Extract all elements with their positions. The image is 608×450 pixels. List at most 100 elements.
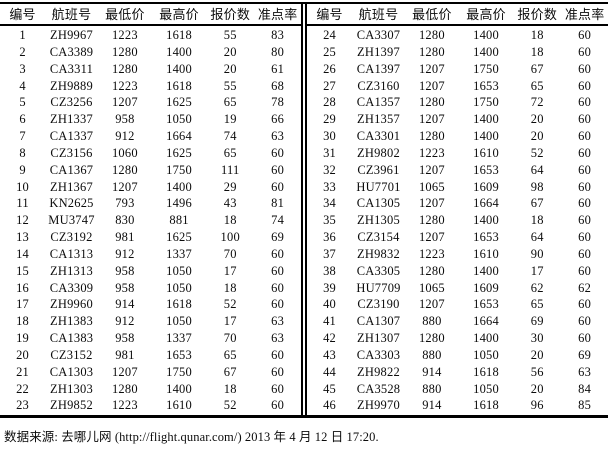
min-price-cell: 1280 xyxy=(418,95,445,110)
flight-number-cell: CA1313 xyxy=(49,246,94,261)
row-number-cell: 19 xyxy=(16,331,30,346)
flight-number-cell: CZ3190 xyxy=(357,297,400,312)
min-price-cell: 1207 xyxy=(418,297,445,312)
max-price-cell: 1610 xyxy=(473,145,499,160)
min-price-cell: 880 xyxy=(422,381,442,396)
data-source-note: 数据来源: 去哪儿网 (http://flight.qunar.com/) 20… xyxy=(4,430,379,444)
row-number-cell: 15 xyxy=(16,263,30,278)
table-row: 27 CZ3160 1207 1653 65 60 xyxy=(307,77,608,94)
flight-number-cell: ZH1383 xyxy=(50,314,93,329)
table-row: 13 CZ3192 981 1625 100 69 xyxy=(0,229,301,246)
flight-number-cell: CA1337 xyxy=(49,129,94,144)
quote-count-cell: 62 xyxy=(530,280,544,295)
flight-number-cell: ZH1367 xyxy=(50,179,93,194)
ontime-rate-cell: 81 xyxy=(271,196,285,211)
table-row: 35 ZH1305 1280 1400 18 60 xyxy=(307,212,608,229)
ontime-rate-cell: 60 xyxy=(271,364,285,379)
max-price-cell: 1653 xyxy=(473,78,499,93)
max-price-cell: 1400 xyxy=(166,61,192,76)
flight-number-cell: ZH9832 xyxy=(357,246,400,261)
row-number-cell: 27 xyxy=(323,78,337,93)
quote-count-cell: 30 xyxy=(530,331,544,346)
row-number-cell: 26 xyxy=(323,61,337,76)
table-header-row: 编号 航班号 最低价 最高价 报价数 准点率 xyxy=(0,4,301,26)
quote-count-cell: 65 xyxy=(223,347,237,362)
min-price-cell: 1280 xyxy=(111,162,138,177)
column-header-flight-number: 航班号 xyxy=(358,6,399,22)
row-number-cell: 7 xyxy=(19,129,26,144)
row-number-cell: 22 xyxy=(16,381,30,396)
max-price-cell: 1664 xyxy=(166,129,192,144)
table-row: 22 ZH1303 1280 1400 18 60 xyxy=(0,380,301,397)
flight-number-cell: CA1305 xyxy=(356,196,401,211)
table-row: 16 CA3309 958 1050 18 60 xyxy=(0,279,301,296)
max-price-cell: 1050 xyxy=(473,381,499,396)
row-number-cell: 44 xyxy=(323,364,337,379)
column-header-max-price: 最高价 xyxy=(159,6,199,22)
column-header-min-price: 最低价 xyxy=(412,6,452,22)
quote-count-cell: 55 xyxy=(223,78,237,93)
row-number-cell: 32 xyxy=(323,162,337,177)
flight-number-cell: ZH9802 xyxy=(357,145,400,160)
row-number-cell: 43 xyxy=(323,347,337,362)
flight-number-cell: CA1303 xyxy=(49,364,94,379)
table-row: 46 ZH9970 914 1618 96 85 xyxy=(307,397,608,414)
max-price-cell: 1050 xyxy=(473,347,499,362)
ontime-rate-cell: 63 xyxy=(271,314,285,329)
column-header-max-price: 最高价 xyxy=(466,6,506,22)
quote-count-cell: 20 xyxy=(530,112,544,127)
table-header-row: 编号 航班号 最低价 最高价 报价数 准点率 xyxy=(307,4,608,26)
flight-number-cell: CA3389 xyxy=(49,44,94,59)
max-price-cell: 1050 xyxy=(166,112,192,127)
row-number-cell: 25 xyxy=(323,44,337,59)
ontime-rate-cell: 60 xyxy=(578,297,592,312)
quote-count-cell: 111 xyxy=(221,162,240,177)
min-price-cell: 793 xyxy=(115,196,135,211)
max-price-cell: 1400 xyxy=(473,129,499,144)
flight-number-cell: ZH1313 xyxy=(50,263,93,278)
table-row: 32 CZ3961 1207 1653 64 60 xyxy=(307,162,608,179)
quote-count-cell: 96 xyxy=(530,398,544,413)
row-number-cell: 39 xyxy=(323,280,337,295)
min-price-cell: 958 xyxy=(115,112,135,127)
min-price-cell: 1207 xyxy=(418,112,445,127)
row-number-cell: 42 xyxy=(323,331,337,346)
flight-number-cell: CA3528 xyxy=(356,381,401,396)
ontime-rate-cell: 60 xyxy=(578,78,592,93)
ontime-rate-cell: 68 xyxy=(271,78,285,93)
ontime-rate-cell: 60 xyxy=(578,314,592,329)
ontime-rate-cell: 60 xyxy=(578,44,592,59)
min-price-cell: 1280 xyxy=(418,213,445,228)
max-price-cell: 1400 xyxy=(166,381,192,396)
row-number-cell: 38 xyxy=(323,263,337,278)
max-price-cell: 1610 xyxy=(166,398,192,413)
max-price-cell: 1750 xyxy=(166,364,192,379)
row-number-cell: 8 xyxy=(19,145,26,160)
ontime-rate-cell: 60 xyxy=(271,145,285,160)
table-row: 41 CA1307 880 1664 69 60 xyxy=(307,313,608,330)
flight-number-cell: ZH1305 xyxy=(357,213,400,228)
ontime-rate-cell: 60 xyxy=(578,95,592,110)
row-number-cell: 2 xyxy=(19,44,26,59)
min-price-cell: 1207 xyxy=(111,364,138,379)
row-number-cell: 20 xyxy=(16,347,30,362)
min-price-cell: 914 xyxy=(422,364,442,379)
flight-number-cell: CA1367 xyxy=(49,162,94,177)
table-row: 6 ZH1337 958 1050 19 66 xyxy=(0,111,301,128)
min-price-cell: 1280 xyxy=(418,129,445,144)
ontime-rate-cell: 60 xyxy=(578,263,592,278)
quote-count-cell: 67 xyxy=(530,61,544,76)
ontime-rate-cell: 60 xyxy=(271,179,285,194)
flight-number-cell: CA1383 xyxy=(49,331,94,346)
column-header-ontime-rate: 准点率 xyxy=(257,6,298,22)
table-row: 24 CA3307 1280 1400 18 60 xyxy=(307,27,608,44)
row-number-cell: 12 xyxy=(16,213,30,228)
ontime-rate-cell: 85 xyxy=(578,398,592,413)
min-price-cell: 914 xyxy=(115,297,135,312)
row-number-cell: 16 xyxy=(16,280,30,295)
flight-number-cell: CA3307 xyxy=(356,28,401,43)
row-number-cell: 3 xyxy=(19,61,26,76)
ontime-rate-cell: 60 xyxy=(271,297,285,312)
row-number-cell: 45 xyxy=(323,381,337,396)
flight-number-cell: CZ3156 xyxy=(50,145,93,160)
